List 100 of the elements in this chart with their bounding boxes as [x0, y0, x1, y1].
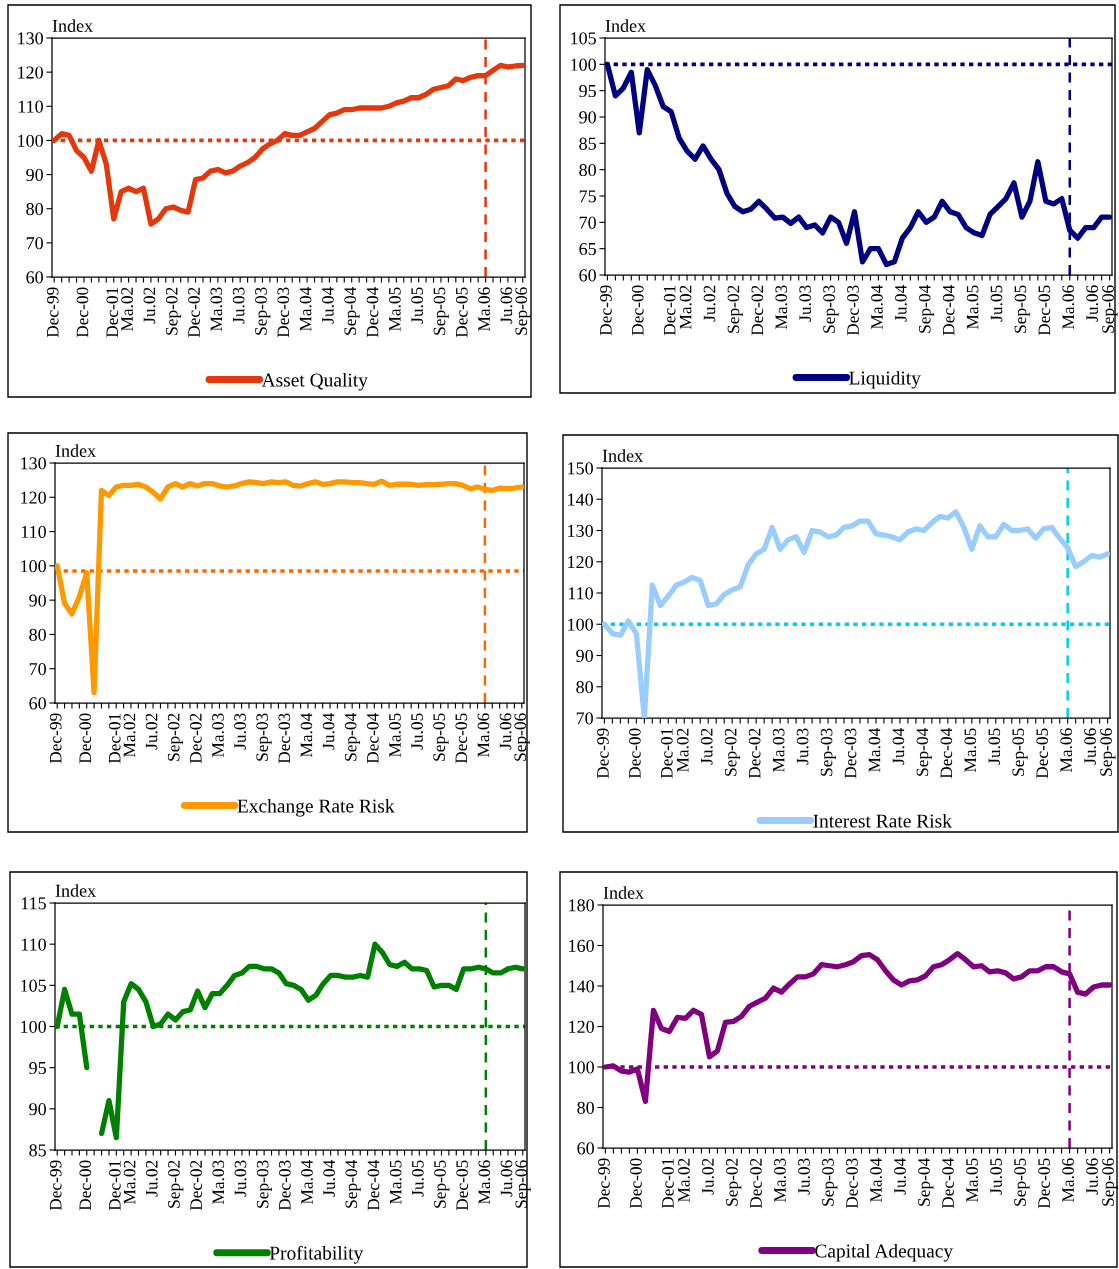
- x-tick-label: Dec-99: [598, 1158, 610, 1209]
- x-tick-label: Sep-05: [434, 1160, 450, 1208]
- x-tick-label: Dec-02: [189, 713, 202, 764]
- x-tick-label: Ju.06: [499, 713, 512, 750]
- y-tick-label: 80: [577, 1101, 594, 1114]
- x-tick-label: Ma.05: [388, 287, 401, 332]
- x-tick-label: Ma.04: [299, 287, 312, 332]
- y-tick-label: 110: [568, 587, 593, 600]
- x-tick-label: Dec-03: [277, 287, 290, 338]
- y-tick-label: 100: [21, 560, 46, 573]
- y-tick-label: 95: [29, 1061, 46, 1075]
- x-tick-label: Sep-06: [1100, 728, 1116, 776]
- x-tick-label: Ma.06: [478, 1160, 491, 1205]
- x-tick-label: Ju.02: [703, 285, 716, 322]
- x-tick-label: Dec-04: [366, 287, 379, 338]
- x-tick-label: Ma.04: [871, 285, 883, 330]
- x-tick-label: Sep-02: [167, 713, 184, 761]
- x-tick-label: Dec-02: [750, 1158, 762, 1209]
- x-tick-label: Sep-04: [344, 712, 361, 761]
- x-tick-label: Dec-99: [49, 713, 62, 764]
- x-tick-label: Ma.05: [389, 713, 401, 758]
- x-tick-label: Dec-02: [190, 1160, 202, 1211]
- x-tick-label: Ju.05: [411, 287, 424, 324]
- x-tick-label: Ma.06: [478, 287, 490, 332]
- x-tick-label: Sep-06: [515, 1160, 531, 1208]
- y-tick-label: 120: [568, 556, 593, 569]
- x-tick-label: Ju.02: [143, 287, 156, 324]
- legend-label: Capital Adequacy: [815, 1243, 954, 1262]
- x-tick-label: Dec-01: [108, 713, 121, 764]
- x-tick-label: Dec-03: [278, 1160, 291, 1211]
- x-tick-label: Ma.06: [477, 713, 490, 758]
- x-tick-label: Dec-03: [846, 1158, 858, 1209]
- legend-label: Profitability: [269, 1245, 364, 1264]
- x-tick-label: Dec-00: [628, 728, 641, 779]
- x-tick-label: Sep-04: [918, 1157, 934, 1206]
- y-tick-label: 130: [568, 524, 593, 537]
- x-tick-label: Ju.03: [798, 1158, 810, 1195]
- x-tick-label: Ma.05: [964, 728, 977, 773]
- x-tick-label: Ju.05: [990, 1158, 1002, 1195]
- y-tick-label: 60: [26, 271, 43, 284]
- x-tick-label: Dec-01: [108, 1160, 121, 1211]
- y-axis-title: Index: [603, 886, 644, 899]
- x-tick-label: Dec-02: [751, 285, 764, 336]
- x-tick-label: Sep-04: [345, 1159, 361, 1208]
- y-tick-label: 160: [569, 939, 594, 952]
- x-tick-label: Dec-04: [940, 728, 953, 779]
- x-tick-label: Sep-03: [822, 1158, 838, 1206]
- x-tick-label: Ma.02: [678, 1158, 690, 1203]
- x-tick-label: Sep-05: [1014, 1158, 1030, 1206]
- y-tick-label: 80: [26, 202, 43, 216]
- x-tick-label: Sep-03: [820, 728, 836, 776]
- y-tick-label: 85: [29, 1144, 46, 1157]
- x-tick-label: Sep-02: [726, 1158, 742, 1206]
- y-tick-label: 105: [21, 979, 46, 992]
- y-tick-label: 70: [26, 237, 43, 250]
- x-tick-label: Ju.03: [232, 287, 245, 324]
- x-tick-label: Ju.04: [323, 1159, 336, 1197]
- x-tick-label: Dec-01: [106, 287, 119, 338]
- x-tick-label: Dec-05: [456, 1160, 469, 1211]
- x-tick-label: Ju.04: [894, 284, 907, 322]
- x-tick-label: Dec-04: [366, 713, 379, 764]
- x-tick-label: Ju.04: [322, 712, 335, 750]
- x-tick-label: Dec-00: [631, 285, 644, 336]
- x-tick-label: Ma.05: [966, 1158, 978, 1203]
- y-tick-label: 95: [579, 84, 596, 98]
- x-tick-label: Dec-99: [49, 1160, 62, 1211]
- x-tick-label: Ma.05: [389, 1160, 402, 1205]
- x-tick-label: Dec-05: [455, 287, 468, 338]
- x-tick-label: Ma.03: [775, 285, 788, 330]
- x-tick-label: Ju.05: [411, 713, 423, 750]
- y-axis-title: Index: [55, 444, 96, 457]
- x-tick-label: Ju.02: [145, 713, 158, 750]
- x-tick-label: Sep-04: [344, 286, 360, 335]
- y-tick-label: 90: [29, 594, 46, 607]
- y-axis-title: Index: [605, 19, 646, 32]
- x-tick-label: Dec-01: [663, 285, 676, 336]
- x-tick-label: Dec-05: [455, 713, 468, 764]
- y-axis-title: Index: [52, 19, 93, 32]
- x-tick-label: Ju.05: [988, 728, 1001, 765]
- x-tick-label: Ma.05: [966, 285, 979, 330]
- y-tick-label: 80: [29, 628, 46, 641]
- x-tick-label: Ju.03: [234, 1160, 247, 1197]
- x-tick-label: Sep-05: [433, 287, 449, 335]
- y-tick-label: 130: [18, 32, 43, 45]
- y-tick-label: 120: [569, 1020, 594, 1033]
- x-tick-label: Sep-03: [256, 1160, 273, 1208]
- y-tick-label: 60: [579, 269, 596, 282]
- x-tick-label: Dec-00: [630, 1158, 642, 1209]
- x-tick-label: Ma.04: [870, 1158, 882, 1203]
- y-tick-label: 70: [29, 662, 46, 676]
- legend-label: Asset Quality: [261, 372, 368, 391]
- legend-label: Exchange Rate Risk: [237, 798, 395, 817]
- y-tick-label: 110: [21, 938, 46, 951]
- x-tick-label: Dec-99: [600, 285, 612, 336]
- x-tick-label: Dec-05: [1038, 1158, 1050, 1209]
- y-tick-label: 120: [18, 66, 43, 79]
- x-tick-label: Sep-06: [1102, 285, 1118, 333]
- x-tick-label: Ju.03: [234, 713, 246, 750]
- x-tick-label: Dec-99: [597, 728, 609, 779]
- x-tick-label: Ma.02: [123, 713, 136, 758]
